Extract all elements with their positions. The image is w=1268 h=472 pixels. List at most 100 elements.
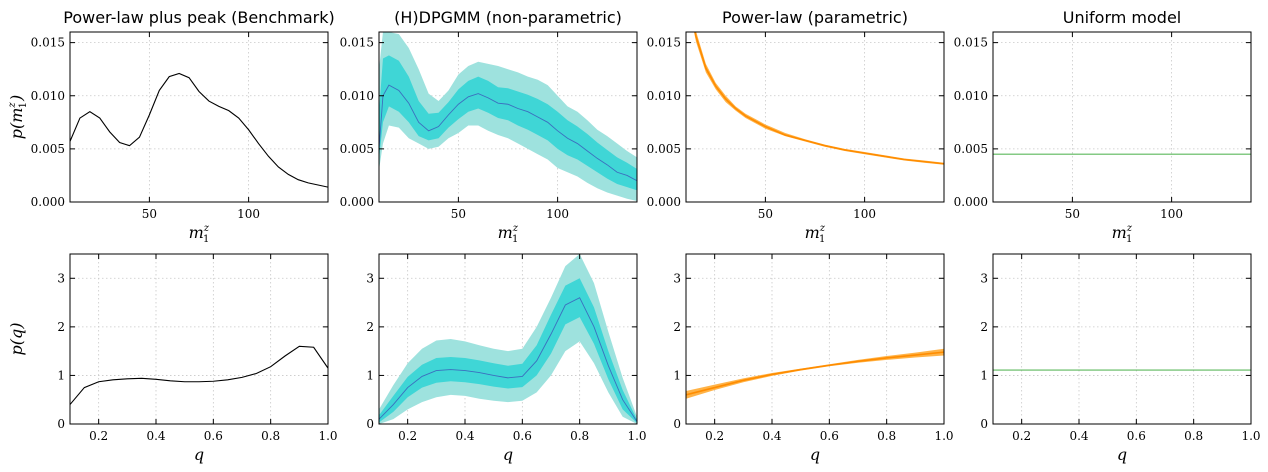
axes-frame (69, 253, 329, 425)
x-tick-label: 0.2 (398, 429, 417, 443)
plot-area (70, 345, 328, 405)
axes-frame (992, 31, 1252, 203)
x-tick-label: 50 (1065, 207, 1080, 221)
credible-band-90 (686, 348, 944, 399)
x-tick-label: 0.6 (204, 429, 223, 443)
plot-area (379, 254, 637, 424)
y-tick-label: 3 (366, 271, 374, 285)
credible-band-50 (379, 55, 637, 191)
y-tick-label: 1 (673, 368, 681, 382)
y-tick-label: 0.005 (340, 142, 374, 156)
x-tick-label: 0.4 (762, 429, 781, 443)
y-tick-label: 0 (57, 417, 65, 431)
panel-m1-dpgmm: 50 100 0.000 0.005 0.010 0.015 (H)DPGMM (non-p… (340, 8, 638, 245)
panel-m1-uniform: 50 100 0.000 0.005 0.010 0.015 Uniform model mz… (954, 8, 1252, 245)
x-tick-label: 0.2 (1012, 429, 1031, 443)
y-tick-label: 1 (980, 368, 988, 382)
x-tick-label: 0.4 (146, 429, 165, 443)
y-tick-label: 2 (980, 320, 988, 334)
y-tick-label: 2 (366, 320, 374, 334)
panel-q-benchmark: 0.2 0.4 0.6 0.8 1.0 0 1 2 3 q p(q) (7, 253, 338, 464)
axes-frame (378, 31, 638, 203)
y-tick-label: 0.000 (647, 195, 681, 209)
y-tick-label: 3 (57, 271, 65, 285)
x-tick-label: 100 (853, 207, 876, 221)
y-tick-label: 0.005 (31, 142, 65, 156)
panel-title: Uniform model (1063, 8, 1182, 27)
panel-title: Power-law (parametric) (722, 8, 908, 27)
axes-frame (685, 253, 945, 425)
x-tick-label: 0.4 (455, 429, 474, 443)
panel-title: (H)DPGMM (non-parametric) (394, 8, 622, 27)
y-axis-label: p(mz1) (7, 95, 29, 140)
y-tick-label: 0.015 (647, 36, 681, 50)
x-axis-label: mz 1 (1112, 223, 1133, 245)
y-tick-label: 2 (673, 320, 681, 334)
plot-area (70, 72, 328, 188)
y-tick-label: 0.000 (340, 195, 374, 209)
axes-frame (378, 253, 638, 425)
plot-area (379, 32, 637, 201)
y-tick-label: 2 (57, 320, 65, 334)
x-axis-label: mz 1 (498, 223, 519, 245)
x-axis-label: q (503, 445, 513, 464)
series-line-benchmark (70, 345, 328, 405)
credible-band-50 (379, 278, 637, 424)
x-tick-label: 50 (758, 207, 773, 221)
x-tick-label: 0.8 (877, 429, 896, 443)
plot-area (686, 348, 944, 399)
median-line (379, 84, 637, 182)
panel-q-dpgmm: 0.2 0.4 0.6 0.8 1.0 0 1 2 3 q (366, 253, 647, 464)
y-tick-label: 0.010 (954, 89, 988, 103)
x-tick-label: 0.8 (570, 429, 589, 443)
x-tick-label: 0.4 (1069, 429, 1088, 443)
panel-title: Power-law plus peak (Benchmark) (63, 8, 334, 27)
y-tick-label: 0 (980, 417, 988, 431)
x-tick-label: 0.6 (820, 429, 839, 443)
series-line-benchmark (70, 72, 328, 188)
x-axis-label: q (810, 445, 820, 464)
y-tick-label: 0.015 (954, 36, 988, 50)
x-tick-label: 0.8 (1184, 429, 1203, 443)
y-tick-label: 0.005 (954, 142, 988, 156)
median-line (686, 351, 944, 396)
x-axis-label: mz 1 (805, 223, 826, 245)
median-line (694, 32, 944, 165)
y-axis-label: p(q) (7, 323, 26, 356)
x-axis-label: q (194, 445, 204, 464)
y-tick-label: 0.010 (31, 89, 65, 103)
x-tick-label: 100 (546, 207, 569, 221)
x-axis-label: q (1117, 445, 1127, 464)
y-tick-label: 0.005 (647, 142, 681, 156)
y-tick-label: 0.010 (340, 89, 374, 103)
y-tick-label: 0 (366, 417, 374, 431)
x-tick-label: 0.2 (89, 429, 108, 443)
y-tick-label: 0.000 (954, 195, 988, 209)
y-tick-label: 0.010 (647, 89, 681, 103)
x-tick-label: 100 (1160, 207, 1183, 221)
axes-frame (69, 31, 329, 203)
x-tick-label: 1.0 (934, 429, 953, 443)
y-tick-label: 0.015 (31, 36, 65, 50)
x-tick-label: 0.8 (261, 429, 280, 443)
axes-frame (992, 253, 1252, 425)
x-tick-label: 50 (142, 207, 157, 221)
y-tick-label: 3 (980, 271, 988, 285)
x-axis-label: mz 1 (189, 223, 210, 245)
axes-frame (685, 31, 945, 203)
x-tick-label: 50 (451, 207, 466, 221)
x-tick-label: 1.0 (1241, 429, 1260, 443)
panel-m1-powerlaw: 50 100 0.000 0.005 0.010 0.015 Power-law (para… (647, 8, 945, 245)
x-tick-label: 0.6 (1127, 429, 1146, 443)
y-tick-label: 1 (57, 368, 65, 382)
y-tick-label: 0 (673, 417, 681, 431)
y-tick-label: 1 (366, 368, 374, 382)
plot-area (694, 32, 944, 165)
x-tick-label: 1.0 (627, 429, 646, 443)
panel-m1-benchmark: 50 100 0.000 0.005 0.010 0.015 Power-law plus … (7, 8, 335, 245)
panel-q-uniform: 0.2 0.4 0.6 0.8 1.0 0 1 2 3 q (980, 253, 1261, 464)
x-tick-label: 0.6 (513, 429, 532, 443)
y-tick-label: 0.015 (340, 36, 374, 50)
y-tick-label: 0.000 (31, 195, 65, 209)
